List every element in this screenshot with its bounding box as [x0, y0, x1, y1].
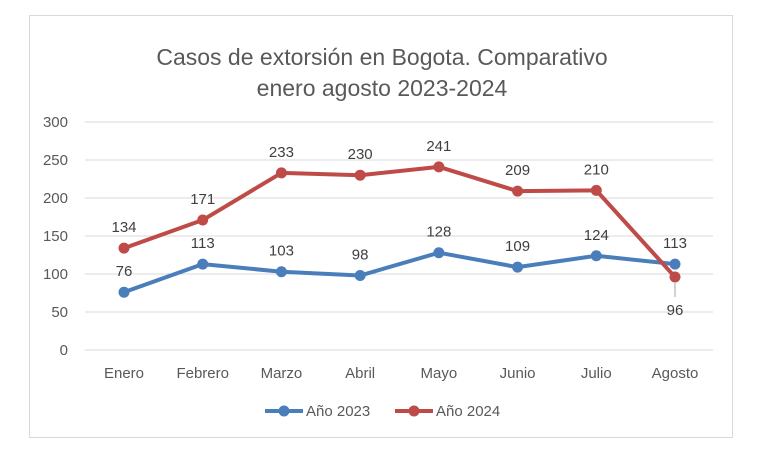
data-point	[197, 258, 209, 270]
x-tick-label: Enero	[104, 365, 144, 382]
x-tick-label: Abril	[345, 365, 375, 382]
y-tick-label: 300	[43, 114, 68, 131]
data-label: 113	[191, 235, 215, 252]
data-point	[354, 169, 366, 181]
data-label: 241	[426, 138, 451, 155]
data-point	[669, 258, 681, 270]
data-label: 209	[505, 162, 530, 179]
series-line-1	[123, 250, 676, 295]
data-labels: 76 113 103 98 128 109 124 113 134 171 233 230 241 209…	[111, 138, 686, 319]
data-point	[512, 185, 524, 197]
x-tick-label: Agosto	[652, 365, 699, 382]
y-tick-label: 200	[43, 190, 68, 207]
data-point	[354, 270, 366, 282]
y-tick-label: 250	[43, 152, 68, 169]
data-label: 76	[116, 263, 133, 280]
series-line-2	[123, 164, 677, 279]
data-point	[118, 286, 130, 298]
line-chart: Casos de extorsión en Bogota. Comparativ…	[43, 44, 713, 420]
gridlines	[85, 121, 713, 351]
chart-title-line-2: enero agosto 2023-2024	[257, 75, 508, 101]
data-point	[433, 247, 445, 259]
data-label: 96	[667, 302, 684, 319]
data-label: 98	[352, 247, 369, 264]
data-label: 124	[584, 227, 609, 244]
data-label: 109	[505, 238, 530, 255]
y-tick-label: 0	[60, 342, 68, 359]
data-label: 233	[269, 144, 294, 161]
legend: Año 2023 Año 2024	[265, 403, 500, 420]
legend-swatch-marker	[408, 405, 420, 417]
data-point	[590, 184, 602, 196]
legend-swatch-marker	[278, 405, 290, 417]
data-point	[118, 242, 130, 254]
y-axis: 0 50 100 150 200 250 300	[43, 114, 68, 359]
legend-label: Año 2023	[306, 403, 370, 420]
y-tick-label: 100	[43, 266, 68, 283]
data-point	[275, 266, 287, 278]
chart-frame: Casos de extorsión en Bogota. Comparativ…	[29, 15, 733, 438]
data-label: 171	[190, 191, 215, 208]
chart-title: Casos de extorsión en Bogota. Comparativ…	[156, 44, 607, 101]
data-label: 210	[584, 161, 609, 178]
data-label: 103	[269, 243, 294, 260]
data-point	[433, 161, 445, 173]
data-point	[590, 250, 602, 262]
data-point	[512, 261, 524, 273]
x-tick-label: Febrero	[176, 365, 229, 382]
data-label: 134	[111, 219, 136, 236]
data-label: 230	[348, 146, 373, 163]
data-label: 113	[663, 235, 687, 252]
x-tick-label: Junio	[500, 365, 536, 382]
legend-label: Año 2024	[436, 403, 500, 420]
data-point	[197, 214, 209, 226]
y-tick-label: 150	[43, 228, 68, 245]
data-point	[275, 167, 287, 179]
chart-title-line-1: Casos de extorsión en Bogota. Comparativ…	[156, 44, 607, 70]
x-axis: Enero Febrero Marzo Abril Mayo Junio Julio Agos…	[104, 365, 698, 382]
x-tick-label: Mayo	[421, 365, 458, 382]
y-tick-label: 50	[51, 304, 68, 321]
x-tick-label: Marzo	[261, 365, 303, 382]
x-tick-label: Julio	[581, 365, 612, 382]
data-point	[669, 271, 681, 283]
series	[118, 161, 681, 298]
data-label: 128	[426, 224, 451, 241]
